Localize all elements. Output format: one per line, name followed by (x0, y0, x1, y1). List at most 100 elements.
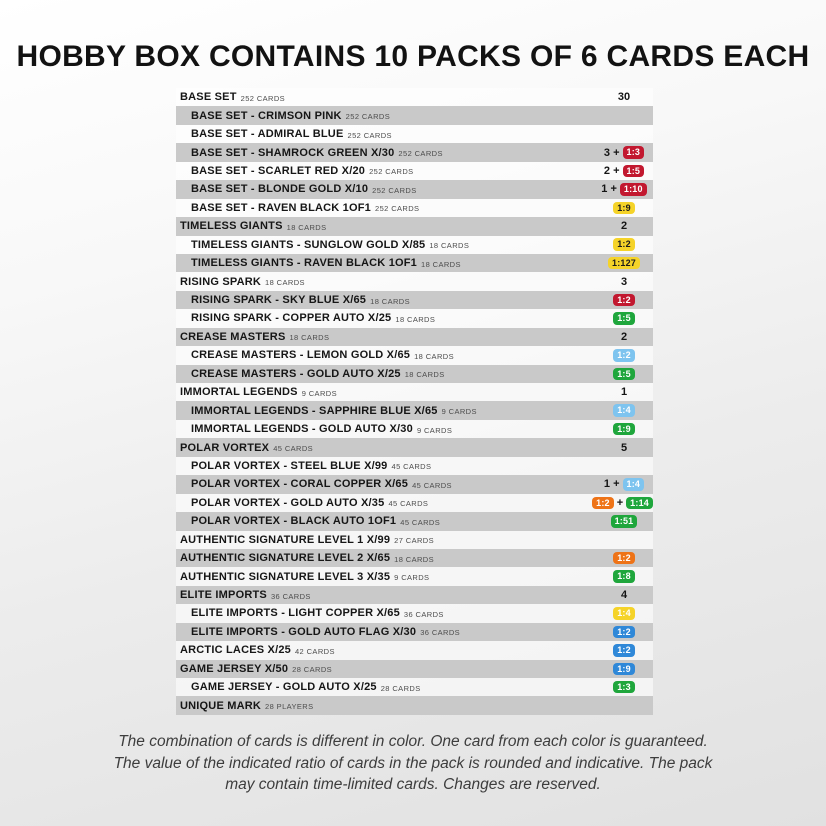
row-value: 1:4 (595, 607, 653, 620)
ratio-badge: 1:9 (613, 662, 635, 676)
row-value: 1:2 (595, 625, 653, 639)
ratio-badge: 1:4 (613, 404, 635, 417)
row-count: 36 CARDS (270, 591, 311, 601)
row-value: 1:2 (595, 349, 653, 362)
table-row: CREASE MASTERS - GOLD AUTO X/25 18 CARDS… (176, 364, 653, 383)
row-value: 1:2 (595, 293, 653, 307)
table-row: GAME JERSEY - GOLD AUTO X/25 28 CARDS 1:… (176, 678, 653, 697)
row-count: 45 CARDS (388, 499, 429, 509)
table-row: POLAR VORTEX - BLACK AUTO 1OF1 45 CARDS … (176, 512, 653, 531)
ratio-badge: 1:4 (622, 478, 645, 491)
row-value: 1:3 (595, 680, 653, 694)
row-name: GAME JERSEY - GOLD AUTO X/25 (191, 681, 377, 694)
row-count: 18 CARDS (395, 314, 436, 324)
ratio-badge: 1:8 (613, 570, 635, 583)
table-row: CREASE MASTERS 18 CARDS 2 (176, 327, 653, 347)
row-value: 1:5 (595, 367, 653, 381)
footer-note: The combination of cards is different in… (0, 731, 826, 796)
row-name: POLAR VORTEX - GOLD AUTO X/35 (191, 496, 385, 509)
row-count: 18 CARDS (286, 222, 327, 232)
ratio-badge: 1:3 (622, 146, 645, 159)
ratio-badge: 1:2 (613, 625, 635, 639)
table-row: BASE SET - ADMIRAL BLUE 252 CARDS (176, 124, 653, 144)
row-count: 18 CARDS (394, 554, 435, 564)
ratio-badge: 1:127 (607, 256, 641, 270)
ratio-badge: 1:5 (613, 367, 635, 381)
row-count: 27 CARDS (394, 536, 435, 546)
row-name: GAME JERSEY X/50 (180, 662, 289, 675)
row-name: ELITE IMPORTS - GOLD AUTO FLAG X/30 (191, 625, 417, 638)
row-count: 45 CARDS (400, 517, 441, 527)
table-row: POLAR VORTEX - STEEL BLUE X/99 45 CARDS (176, 456, 653, 476)
value-text: + (616, 496, 624, 509)
row-value: 3 (595, 276, 653, 288)
ratio-badge: 1:2 (613, 293, 635, 307)
row-name: RISING SPARK - SKY BLUE X/65 (191, 294, 367, 307)
row-value: 1:5 (595, 312, 653, 325)
table-row: BASE SET 252 CARDS 30 (176, 88, 653, 107)
ratio-badge: 1:5 (622, 164, 645, 178)
ratio-table: BASE SET 252 CARDS 30 BASE SET - CRIMSON… (176, 88, 653, 715)
ratio-badge: 1:10 (619, 183, 647, 196)
row-name: TIMELESS GIANTS - RAVEN BLACK 1OF1 (191, 257, 417, 270)
row-value: 1:127 (595, 256, 653, 270)
row-value: 3 +1:3 (595, 146, 653, 159)
table-row: POLAR VORTEX 45 CARDS 5 (176, 438, 653, 457)
row-count: 252 CARDS (345, 112, 391, 122)
table-row: IMMORTAL LEGENDS 9 CARDS 1 (176, 383, 653, 402)
row-name: POLAR VORTEX - STEEL BLUE X/99 (191, 459, 388, 472)
table-row: BASE SET - SHAMROCK GREEN X/30 252 CARDS… (176, 143, 653, 162)
row-name: CREASE MASTERS (180, 330, 286, 343)
value-text: 4 (620, 589, 628, 602)
row-count: 9 CARDS (301, 388, 337, 398)
row-name: BASE SET (180, 91, 237, 104)
row-name: TIMELESS GIANTS (180, 220, 283, 233)
footer-line: may contain time-limited cards. Changes … (225, 776, 601, 793)
table-row: TIMELESS GIANTS 18 CARDS 2 (176, 217, 653, 236)
table-row: RISING SPARK 18 CARDS 3 (176, 272, 653, 291)
ratio-badge: 1:4 (613, 607, 635, 620)
table-row: GAME JERSEY X/50 28 CARDS 1:9 (176, 659, 653, 678)
ratio-badge: 1:2 (592, 496, 614, 510)
value-text: 30 (617, 91, 631, 104)
row-count: 18 CARDS (289, 333, 330, 343)
row-name: AUTHENTIC SIGNATURE LEVEL 1 X/99 (180, 533, 391, 546)
row-count: 28 CARDS (292, 665, 333, 675)
row-count: 18 CARDS (421, 259, 461, 269)
value-text: 2 (620, 220, 628, 233)
table-row: BASE SET - BLONDE GOLD X/10 252 CARDS 1 … (176, 180, 653, 199)
row-name: POLAR VORTEX - BLACK AUTO 1OF1 (191, 515, 397, 528)
row-count: 252 CARDS (347, 130, 392, 140)
row-value: 1:2 +1:14 (592, 496, 653, 510)
value-text: 3 (620, 275, 628, 288)
row-value: 1:4 (595, 404, 653, 417)
row-name: RISING SPARK (180, 275, 262, 288)
row-name: POLAR VORTEX (180, 441, 270, 454)
row-name: BASE SET - BLONDE GOLD X/10 (191, 183, 369, 196)
row-count: 36 CARDS (420, 628, 461, 638)
row-count: 252 CARDS (372, 185, 417, 195)
value-text: 1 (620, 386, 628, 399)
row-value: 1:9 (595, 201, 653, 215)
row-value: 1 +1:4 (595, 478, 653, 491)
row-name: IMMORTAL LEGENDS (180, 386, 298, 399)
row-value: 2 (595, 220, 653, 232)
row-value: 1 (595, 386, 653, 398)
ratio-badge: 1:2 (613, 551, 635, 565)
table-row: IMMORTAL LEGENDS - SAPPHIRE BLUE X/65 9 … (176, 401, 653, 420)
page-title: HOBBY BOX CONTAINS 10 PACKS OF 6 CARDS E… (16, 40, 810, 73)
row-count: 9 CARDS (416, 425, 453, 435)
table-row: RISING SPARK - SKY BLUE X/65 18 CARDS 1:… (176, 290, 653, 310)
row-name: ELITE IMPORTS (180, 589, 267, 602)
row-name: CREASE MASTERS - GOLD AUTO X/25 (191, 367, 401, 380)
table-row: POLAR VORTEX - GOLD AUTO X/35 45 CARDS 1… (176, 493, 653, 513)
table-row: BASE SET - RAVEN BLACK 1OF1 252 CARDS 1:… (176, 198, 653, 218)
table-row: ARCTIC LACES X/25 42 CARDS 1:2 (176, 641, 653, 660)
row-name: IMMORTAL LEGENDS - SAPPHIRE BLUE X/65 (191, 404, 438, 417)
row-name: BASE SET - CRIMSON PINK (191, 109, 342, 122)
row-value: 1:8 (595, 570, 653, 583)
row-count: 28 CARDS (380, 683, 421, 693)
table-row: AUTHENTIC SIGNATURE LEVEL 2 X/65 18 CARD… (176, 548, 653, 568)
row-name: ARCTIC LACES X/25 (180, 644, 291, 657)
row-name: BASE SET - RAVEN BLACK 1OF1 (191, 201, 371, 214)
